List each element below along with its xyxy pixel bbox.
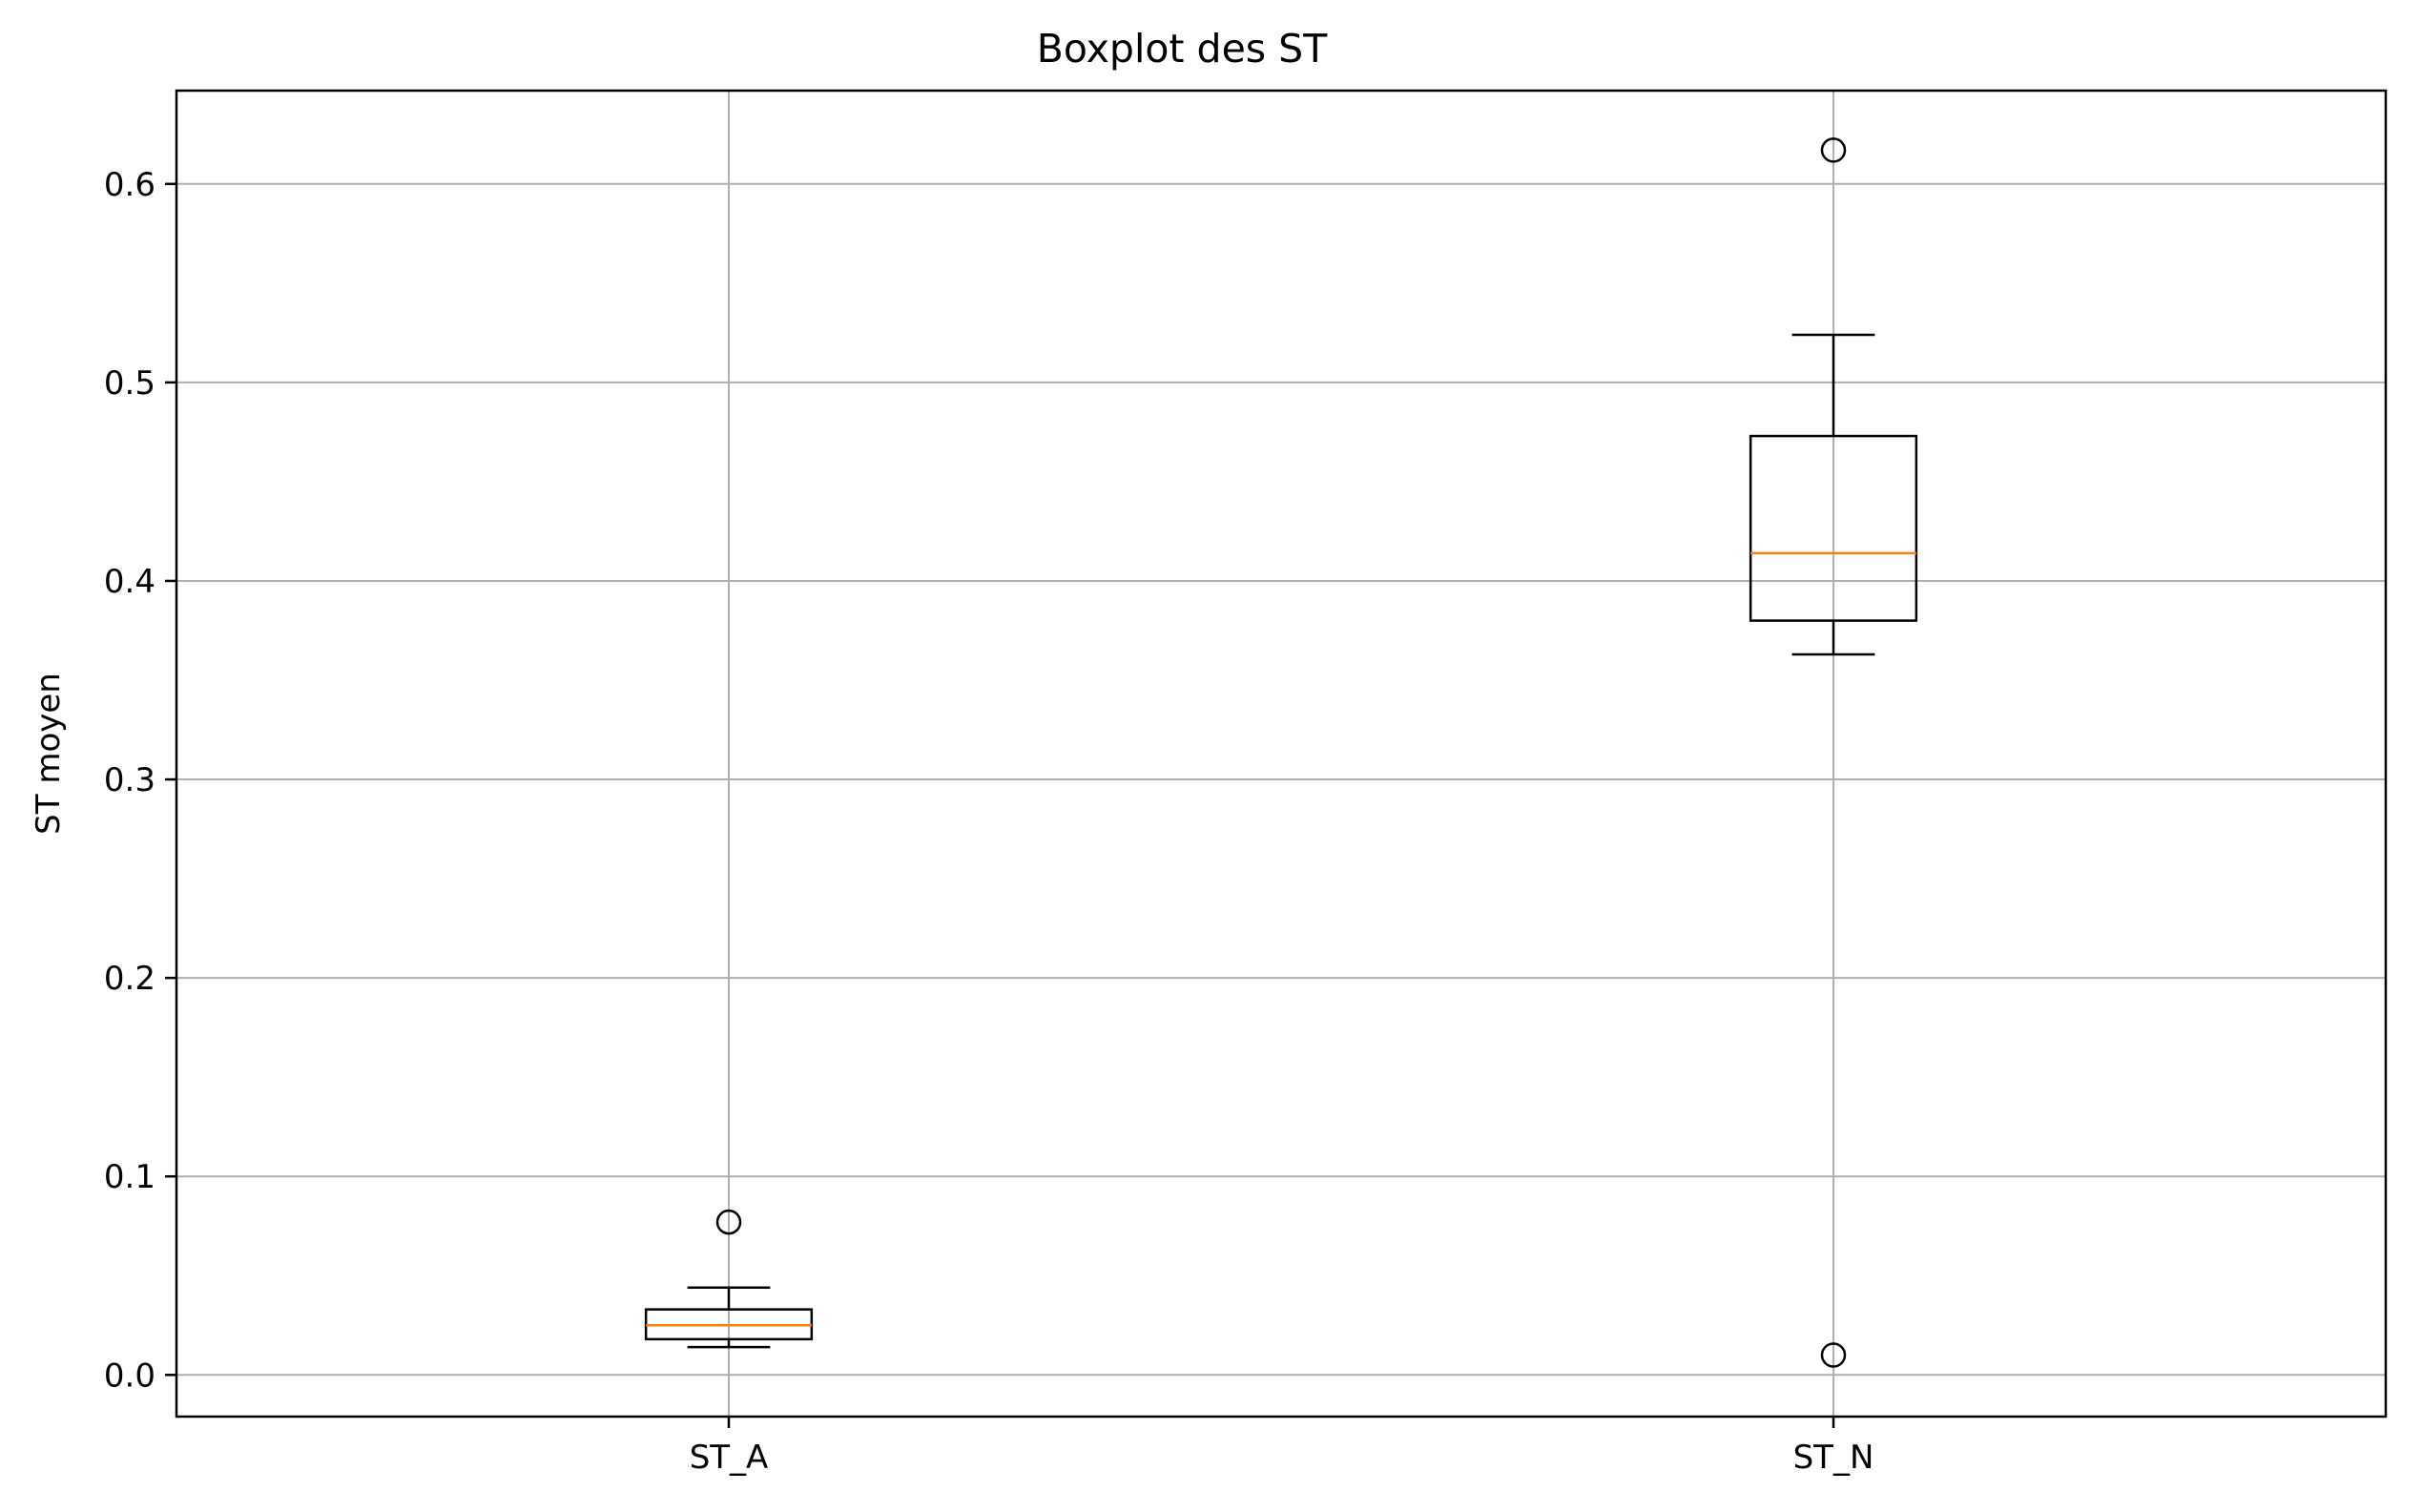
outlier-point xyxy=(1820,137,1847,163)
plot-frame xyxy=(175,89,2388,1419)
y-tick-label: 0.0 xyxy=(104,1357,155,1395)
y-tick-label: 0.2 xyxy=(104,960,155,998)
axes: 0.0 0.1 0.2 0.3 0.4 0.5 0.6 ST_A ST_N xyxy=(104,166,1873,1477)
x-tick-label: ST_N xyxy=(1793,1439,1874,1477)
box-group-st-n xyxy=(1749,137,1918,1368)
y-tick-label: 0.3 xyxy=(104,761,155,799)
y-tick-label: 0.5 xyxy=(104,364,155,403)
y-tick-label: 0.4 xyxy=(104,563,155,601)
y-tick-label: 0.6 xyxy=(104,166,155,204)
y-axis-label: ST moyen xyxy=(30,673,68,835)
plot-area xyxy=(176,91,2386,1417)
boxes xyxy=(644,137,1918,1368)
outlier-point xyxy=(715,1209,742,1235)
x-tick-label: ST_A xyxy=(690,1439,769,1477)
y-tick-label: 0.1 xyxy=(104,1158,155,1196)
grid-lines xyxy=(176,91,2386,1417)
chart-title: Boxplot des ST xyxy=(1037,26,1328,72)
box-group-st-a xyxy=(644,1209,814,1349)
outlier-point xyxy=(1820,1342,1847,1368)
box-iqr xyxy=(1749,434,1918,622)
